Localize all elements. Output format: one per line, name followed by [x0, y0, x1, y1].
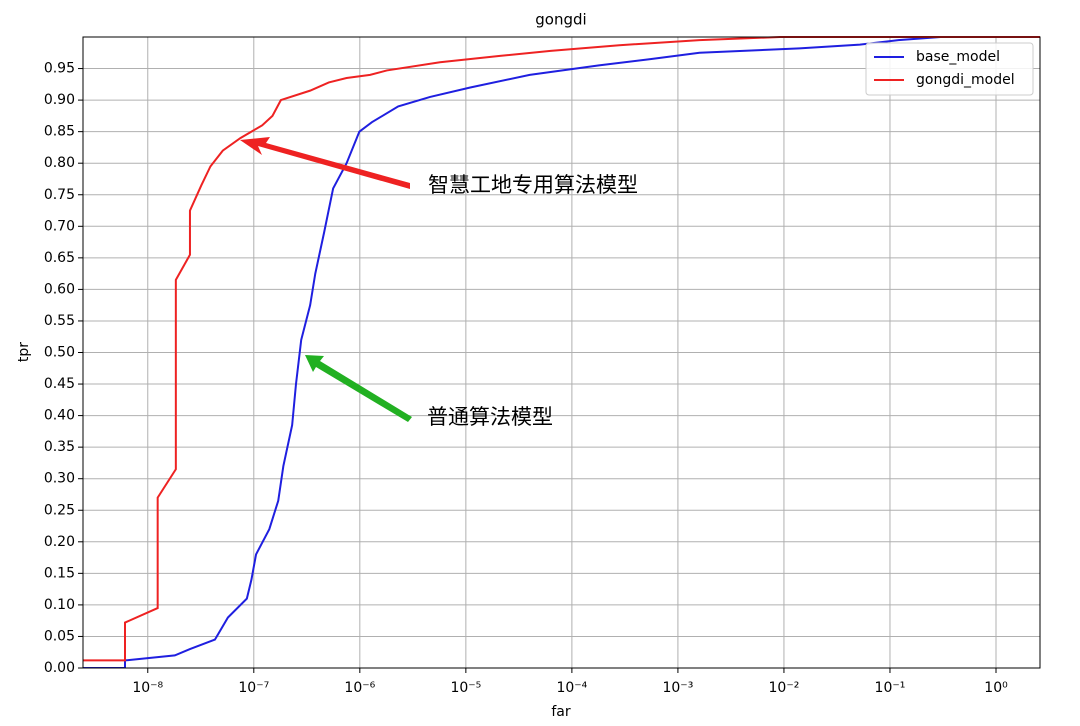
- x-tick-label: 10⁻⁶: [344, 680, 375, 696]
- x-tick-label: 10⁻²: [769, 680, 800, 696]
- y-tick-label: 0.95: [44, 61, 75, 77]
- legend-label: base_model: [916, 49, 1000, 65]
- legend-label: gongdi_model: [916, 72, 1015, 88]
- x-tick-label: 10⁻³: [662, 680, 693, 696]
- y-tick-label: 0.55: [44, 313, 75, 329]
- y-tick-label: 0.10: [44, 597, 75, 613]
- y-tick-label: 0.30: [44, 471, 75, 487]
- x-tick-label: 10⁻⁷: [238, 680, 269, 696]
- lines: [83, 36, 1040, 668]
- y-axis-label: tpr: [16, 342, 32, 362]
- y-tick-label: 0.70: [44, 218, 75, 234]
- y-tick-label: 0.20: [44, 534, 75, 550]
- x-tick-label: 10⁻⁵: [450, 680, 481, 696]
- data-line: [83, 36, 1040, 662]
- data-line: [83, 36, 941, 668]
- y-tick-label: 0.80: [44, 155, 75, 171]
- y-tick-label: 0.60: [44, 281, 75, 297]
- annotation-arrow: [305, 355, 412, 422]
- x-tick-label: 10⁰: [984, 680, 1008, 696]
- y-tick-label: 0.40: [44, 408, 75, 424]
- grid: [83, 37, 1040, 669]
- x-tick-label: 10⁻⁴: [556, 680, 587, 696]
- legend: base_model gongdi_model: [865, 42, 1034, 96]
- y-tick-label: 0.35: [44, 439, 75, 455]
- y-tick-label: 0.25: [44, 502, 75, 518]
- legend-box: [865, 42, 1034, 96]
- annotation-arrow: [240, 137, 410, 189]
- y-tick-label: 0.45: [44, 376, 75, 392]
- x-axis-label: far: [551, 704, 571, 720]
- x-tick-label: 10⁻⁸: [132, 680, 163, 696]
- y-tick-label: 0.90: [44, 92, 75, 108]
- chart-title: gongdi: [535, 11, 586, 29]
- y-tick-label: 0.50: [44, 345, 75, 361]
- y-tick-label: 0.85: [44, 124, 75, 140]
- y-tick-label: 0.65: [44, 250, 75, 266]
- y-tick-label: 0.00: [44, 660, 75, 676]
- annotation: 智慧工地专用算法模型: [428, 173, 638, 197]
- x-tick-label: 10⁻¹: [875, 680, 906, 696]
- y-tick-label: 0.75: [44, 187, 75, 203]
- annotation: 普通算法模型: [427, 405, 553, 429]
- y-tick-label: 0.05: [44, 628, 75, 644]
- y-tick-label: 0.15: [44, 565, 75, 581]
